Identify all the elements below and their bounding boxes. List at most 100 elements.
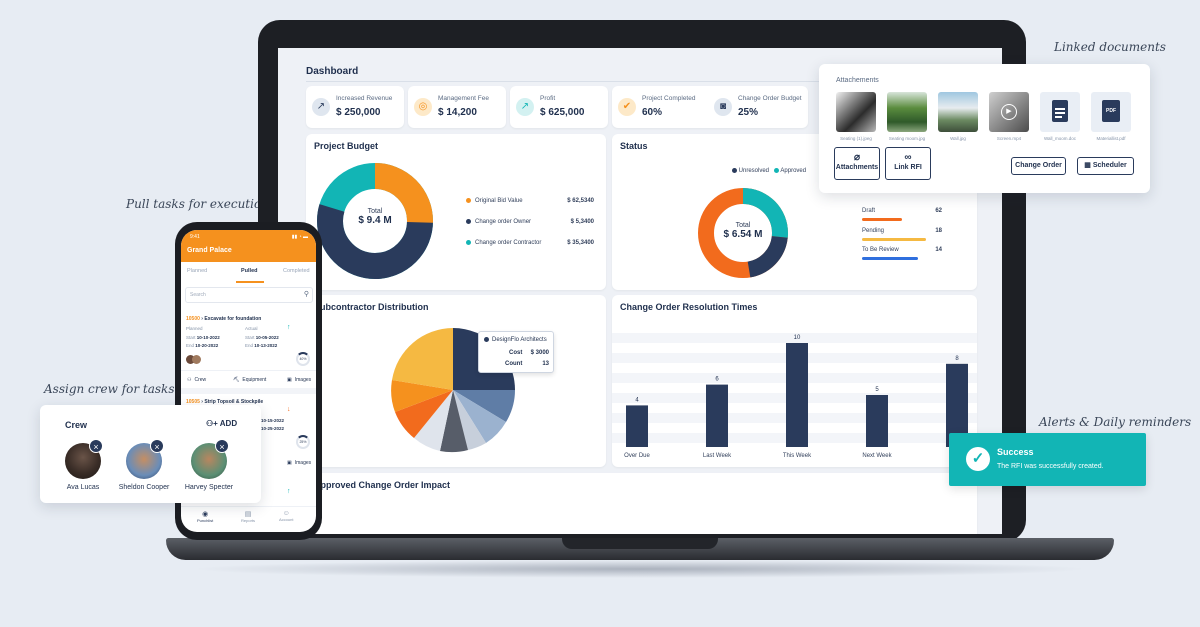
- nav-account[interactable]: ☺ Account: [279, 510, 294, 522]
- add-person-icon: ⚇: [187, 377, 192, 383]
- divider: [181, 370, 316, 371]
- bar[interactable]: [626, 405, 648, 447]
- bar[interactable]: [706, 384, 728, 447]
- tab-planned[interactable]: Planned: [187, 268, 208, 274]
- legend-item: Change order Contractor $ 35,3400: [466, 240, 594, 246]
- link-rfi-button[interactable]: ∞ Link RFI: [885, 147, 931, 180]
- success-toast: ✓ Success The RFI was successfully creat…: [949, 433, 1146, 486]
- play-icon: ▶: [1001, 104, 1017, 120]
- kpi-card-project-completed[interactable]: ✔ Project Completed 60% ◙ Change Order B…: [612, 86, 808, 128]
- crew-title: Crew: [65, 420, 88, 430]
- bar-value-label: 6: [715, 377, 719, 383]
- search-input[interactable]: Search ⚲: [185, 287, 313, 303]
- image-thumbnail[interactable]: [887, 92, 927, 132]
- pie-slice: [453, 390, 515, 422]
- check-circle-icon: ✓: [966, 447, 990, 471]
- nav-reports[interactable]: ▤ Reports: [241, 511, 256, 523]
- status-donut-chart: [698, 188, 788, 278]
- attachments-button[interactable]: ⌀ Attachments: [834, 147, 880, 180]
- bar[interactable]: [866, 395, 888, 447]
- task-title[interactable]: 10505 › Strip Topsoil & Stockpile: [186, 399, 264, 405]
- add-crew-button[interactable]: ⚇+ ADD: [206, 419, 238, 428]
- equipment-action[interactable]: ⛏ Equipment: [233, 377, 267, 383]
- category-label: Over Due: [624, 453, 650, 459]
- kpi-card-revenue[interactable]: ↗ Increased Revenue $ 250,000: [306, 86, 404, 128]
- video-thumbnail[interactable]: ▶: [989, 92, 1029, 132]
- kpi-card-management-fee[interactable]: ◎ Management Fee $ 14,200: [408, 86, 506, 128]
- images-action[interactable]: ▣ Images: [287, 377, 312, 383]
- nav-punchlist[interactable]: ◉ Punchlist: [197, 511, 214, 523]
- donut-center-value: $ 9.4 M: [358, 215, 392, 226]
- pie-tooltip: DesignFlo Architects Cost $ 3000 Count 1…: [478, 331, 554, 373]
- bar-value-label: 5: [875, 387, 879, 393]
- remove-crew-button[interactable]: ×: [89, 439, 103, 453]
- pdf-thumbnail[interactable]: PDF: [1091, 92, 1131, 132]
- pie-slice: [395, 390, 453, 438]
- crew-action[interactable]: ⚇ Crew: [187, 377, 207, 383]
- bar-value-label: 4: [635, 397, 639, 403]
- add-person-icon: ⚇+: [206, 419, 218, 428]
- progress-ring: 40%: [296, 352, 310, 366]
- crew-member-name: Harvey Specter: [184, 484, 234, 491]
- document-thumbnail[interactable]: [1040, 92, 1080, 132]
- bar[interactable]: [946, 363, 968, 447]
- image-thumbnail[interactable]: [938, 92, 978, 132]
- task-actual-end: End 10-13-2022: [245, 343, 278, 348]
- bar-value-label: 10: [794, 335, 801, 341]
- annotation-alerts: Alerts & Daily reminders: [1039, 415, 1192, 429]
- change-order-button[interactable]: Change Order: [1011, 157, 1066, 175]
- kpi-value: 60%: [642, 107, 663, 118]
- bar[interactable]: [786, 343, 808, 447]
- resolution-bar-chart: 4 Over Due 6 Last Week 10 This Week 5 Next Week…: [612, 295, 977, 467]
- annotation-assign-crew: Assign crew for tasks: [44, 382, 175, 396]
- bottom-nav: ◉ Punchlist ▤ Reports ☺ Account: [181, 506, 316, 532]
- remove-crew-button[interactable]: ×: [215, 439, 229, 453]
- card-title: Change Order Resolution Times: [620, 302, 758, 312]
- pie-slice: [391, 380, 453, 412]
- phone-status-icons: ▮▮ ◔ ▬: [291, 234, 308, 240]
- resolution-times-card: Change Order Resolution Times 4 Over Due 6…: [612, 295, 977, 467]
- status-row: Pending 18: [862, 228, 942, 241]
- impact-card: Approved Change Order Impact: [306, 473, 977, 534]
- bar-value-label: 8: [955, 356, 959, 362]
- dashboard-title: Dashboard: [306, 66, 359, 77]
- images-icon: ▣: [287, 460, 292, 466]
- phone-screen: 9:41 ▮▮ ◔ ▬ Grand Palace Planned Pulled …: [181, 230, 316, 532]
- link-icon: ∞: [904, 152, 912, 163]
- kpi-card-profit[interactable]: ↗ Profit $ 625,000: [510, 86, 608, 128]
- checkmark-icon: ✔: [618, 98, 636, 116]
- document-icon: [1052, 100, 1068, 122]
- donut-segment-original-bid: [317, 163, 433, 279]
- image-thumbnail[interactable]: [836, 92, 876, 132]
- kpi-label: Profit: [540, 95, 556, 102]
- laptop-notch: [562, 538, 718, 549]
- task-title[interactable]: 10500 › Excavate for foundation: [186, 316, 262, 322]
- arrow-up-icon: ↑: [287, 324, 291, 331]
- subcontractor-card: Subcontractor Distribution DesignFlo Arc…: [306, 295, 606, 467]
- status-row: Draft 62: [862, 208, 942, 221]
- kpi-label: Project Completed: [642, 95, 696, 102]
- pie-slice: [453, 390, 486, 450]
- images-icon: ▣: [287, 377, 292, 383]
- arrow-up-right-icon: ↗: [312, 98, 330, 116]
- kpi-value: 25%: [738, 107, 759, 118]
- crew-panel: Crew ⚇+ ADD × × × Ava Lucas Sheldon Coop…: [40, 405, 261, 503]
- camera-icon: ◙: [714, 98, 732, 116]
- tab-pulled[interactable]: Pulled: [241, 268, 258, 274]
- donut-segment-approved: [698, 188, 788, 278]
- project-title: Grand Palace: [187, 247, 232, 254]
- status-row: To Be Review 14: [862, 247, 942, 260]
- pie-slice: [440, 390, 468, 453]
- phone-time: 9:41: [190, 234, 200, 240]
- budget-donut-chart: [317, 163, 433, 279]
- thumbnail-caption: Wall_moom.doc: [1043, 136, 1077, 141]
- arrow-down-icon: ↓: [287, 406, 291, 413]
- task-planned-end: End 10-20-2022: [186, 343, 219, 348]
- category-label: This Week: [783, 453, 812, 459]
- images-action[interactable]: ▣ Images: [287, 460, 312, 466]
- remove-crew-button[interactable]: ×: [150, 439, 164, 453]
- legend-item: Original Bid Value $ 62,5340: [466, 198, 594, 204]
- arrow-up-icon: ↑: [287, 488, 291, 495]
- scheduler-button[interactable]: ▦ Scheduler: [1077, 157, 1134, 175]
- tab-completed[interactable]: Completed: [283, 268, 310, 274]
